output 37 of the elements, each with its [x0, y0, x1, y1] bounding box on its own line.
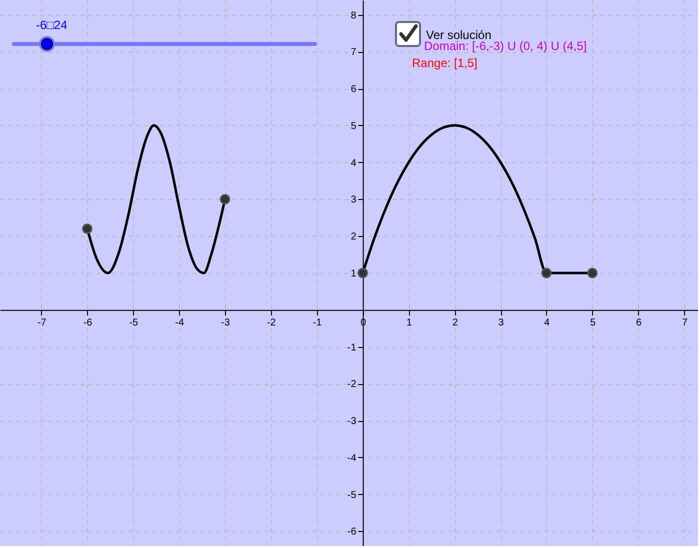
point [220, 194, 230, 204]
x-tick-label: 3 [498, 317, 504, 328]
x-tick-label: -4 [175, 317, 184, 328]
annotation: Domain: [-6,-3) U (0, 4) U (4,5] [424, 39, 587, 53]
point [541, 268, 552, 278]
point [82, 224, 92, 234]
x-tick-label: 7 [682, 317, 688, 328]
x-tick-label: -7 [37, 317, 47, 328]
x-tick-label: -1 [312, 317, 322, 328]
x-tick-label: -6 [83, 317, 93, 328]
y-tick-label: -1 [347, 342, 357, 354]
x-tick-label: -3 [221, 317, 230, 328]
x-tick-label: 2 [452, 317, 458, 328]
y-tick-label: 6 [350, 84, 357, 96]
y-tick-label: -6 [347, 526, 357, 538]
y-tick-label: 4 [350, 158, 357, 169]
annotation: -6□24 [36, 18, 68, 32]
x-tick-label: 5 [590, 317, 596, 328]
x-tick-label: 1 [406, 317, 412, 328]
x-tick-label: -2 [266, 317, 276, 328]
point [587, 268, 598, 278]
x-tick-label: 6 [636, 317, 642, 328]
y-tick-label: 2 [350, 232, 357, 243]
y-tick-label: -5 [347, 490, 357, 501]
annotation: Ver solución [426, 28, 492, 42]
y-tick-label: -2 [347, 379, 357, 390]
y-tick-label: 7 [350, 47, 357, 58]
y-tick-label: 3 [350, 194, 357, 206]
y-tick-label: 8 [350, 10, 357, 22]
y-tick-label: 1 [350, 268, 357, 280]
y-tick-label: -3 [347, 416, 357, 428]
point [358, 268, 368, 278]
x-tick-label: -5 [129, 317, 139, 328]
x-tick-label: 4 [544, 317, 550, 328]
annotation: Range: [1,5] [412, 56, 478, 70]
y-tick-label: 5 [350, 120, 357, 132]
y-tick-label: -4 [347, 452, 357, 464]
